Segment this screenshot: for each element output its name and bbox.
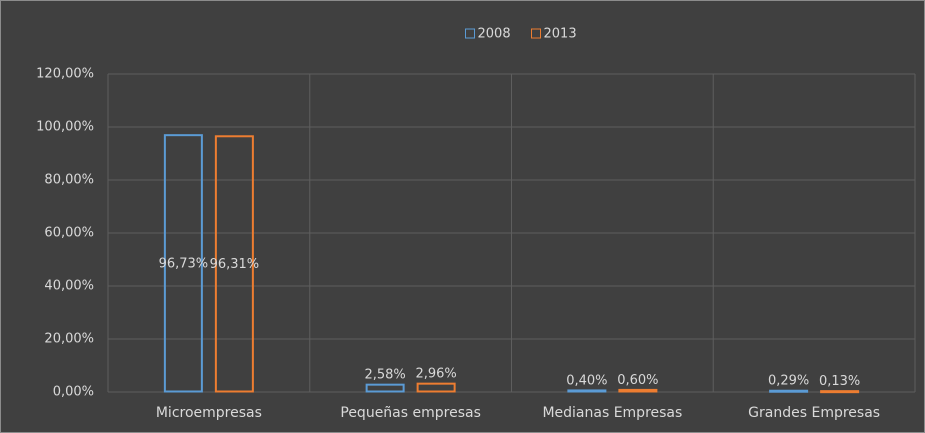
bar [769,389,809,393]
y-tick-label: 80,00% [44,173,94,188]
y-tick-label: 60,00% [44,226,94,241]
legend-swatch [531,28,541,39]
data-label: 0,13% [819,374,860,389]
legend-label: 2013 [544,27,577,42]
x-tick-label: Microempresas [156,405,262,421]
bar [214,135,254,393]
data-label: 2,96% [415,367,456,382]
x-tick-label: Grandes Empresas [748,405,880,421]
y-tick-label: 100,00% [36,120,94,135]
bar [416,382,456,393]
x-tick-label: Pequeñas empresas [340,405,481,421]
y-tick-label: 20,00% [44,332,94,347]
legend-swatch [465,28,475,39]
bar [365,383,405,393]
bar [567,389,607,393]
bar [820,390,860,394]
bar [618,388,658,393]
data-label: 0,40% [566,373,607,388]
data-label: 96,73% [159,256,209,271]
y-tick-label: 40,00% [44,279,94,294]
data-label: 0,60% [617,373,658,388]
data-label: 2,58% [364,368,405,383]
x-tick-label: Medianas Empresas [542,405,682,421]
legend-label: 2008 [478,27,511,42]
bar [163,134,203,393]
y-tick-label: 0,00% [53,385,94,400]
y-tick-label: 120,00% [36,67,94,82]
data-label: 0,29% [768,374,809,389]
data-label: 96,31% [210,257,260,272]
